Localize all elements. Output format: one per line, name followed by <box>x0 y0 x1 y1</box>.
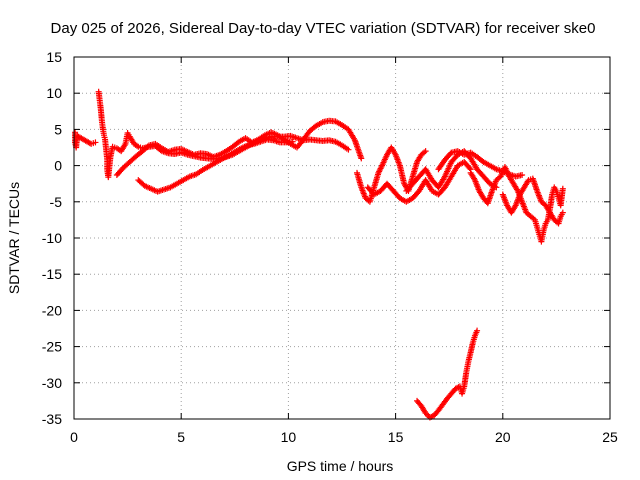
data-point <box>358 155 365 162</box>
y-tick-label: -5 <box>50 194 63 210</box>
x-tick-label: 5 <box>177 429 185 445</box>
data-point <box>289 138 296 145</box>
data-point <box>92 139 99 146</box>
x-tick-label: 25 <box>602 429 618 445</box>
data-point <box>474 327 481 334</box>
y-tick-label: 0 <box>54 158 62 174</box>
axis-ticks: 0 5 10 15 20 25 15 10 5 0 -5 -10 -15 -20 -25 -30 -35 <box>42 49 618 445</box>
y-tick-label: -35 <box>42 411 62 427</box>
y-tick-label: 10 <box>46 85 62 101</box>
x-tick-label: 10 <box>281 429 297 445</box>
y-axis-label: SDTVAR / TECUs <box>6 182 22 294</box>
x-axis-label: GPS time / hours <box>287 458 394 474</box>
data-point <box>345 146 352 153</box>
x-tick-label: 0 <box>70 429 78 445</box>
y-tick-label: 15 <box>46 49 62 65</box>
y-tick-label: -10 <box>42 230 62 246</box>
grid <box>74 57 610 419</box>
y-tick-label: -15 <box>42 266 62 282</box>
x-tick-label: 20 <box>495 429 511 445</box>
data-point <box>559 185 566 192</box>
x-tick-label: 15 <box>388 429 404 445</box>
y-tick-label: -20 <box>42 302 62 318</box>
data-point <box>422 148 429 155</box>
chart-title: Day 025 of 2026, Sidereal Day-to-day VTE… <box>51 20 596 37</box>
data-point <box>519 172 526 179</box>
y-tick-label: -30 <box>42 375 62 391</box>
data-point <box>466 165 473 172</box>
data-points <box>72 88 566 421</box>
y-tick-label: -25 <box>42 339 62 355</box>
y-tick-label: 5 <box>54 121 62 137</box>
data-point <box>559 209 566 216</box>
